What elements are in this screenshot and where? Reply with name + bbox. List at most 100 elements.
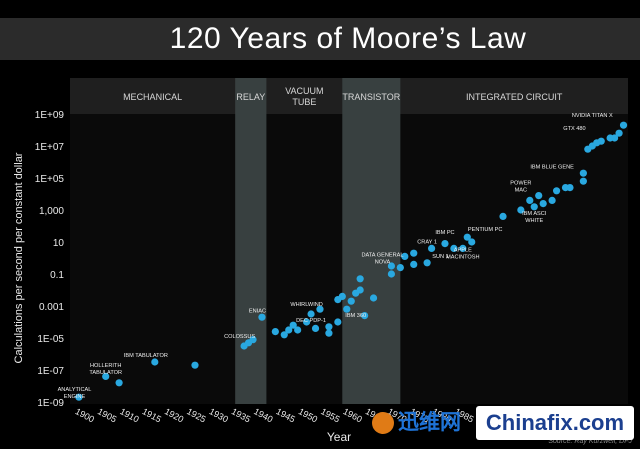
annotation-5: WHIRLWIND xyxy=(290,302,323,308)
annotation-13: PENTIUM PC xyxy=(468,227,503,233)
annotation-15: IBM ASCI WHITE xyxy=(522,211,547,224)
annotation-10: SUN 1 xyxy=(432,254,448,260)
title-bar xyxy=(0,18,640,60)
data-point-41 xyxy=(463,233,471,241)
data-point-32 xyxy=(396,264,404,272)
data-point-20 xyxy=(334,318,342,326)
era-label-2: VACUUM TUBE xyxy=(285,86,323,107)
data-point-37 xyxy=(427,244,436,252)
data-point-44 xyxy=(517,206,525,214)
data-point-36 xyxy=(423,259,431,267)
data-point-48 xyxy=(539,200,547,208)
page-title: 120 Years of Moore’s Law xyxy=(169,22,527,55)
x-tick-label-12: 1960 xyxy=(341,406,363,424)
y-tick-label-3: 0.001 xyxy=(39,302,64,313)
x-axis-label: Year xyxy=(327,430,351,444)
data-point-14 xyxy=(302,318,311,326)
x-tick-label-7: 1935 xyxy=(230,406,252,424)
y-tick-label-5: 10 xyxy=(53,238,65,249)
era-label-0: MECHANICAL xyxy=(123,92,182,102)
source-note: Source: Ray Kurzweil, DFJ xyxy=(548,438,632,445)
watermark-logo-icon xyxy=(372,412,394,434)
data-point-9 xyxy=(271,328,279,336)
y-tick-label-1: 1E-07 xyxy=(37,366,64,377)
era-column-1 xyxy=(235,78,267,404)
x-tick-label-0: 1900 xyxy=(74,406,96,424)
data-point-17 xyxy=(316,305,324,313)
annotation-14: POWER MAC xyxy=(510,180,531,193)
data-point-7 xyxy=(249,336,257,344)
era-label-4: INTEGRATED CIRCUIT xyxy=(466,92,563,102)
data-point-26 xyxy=(356,286,364,294)
data-point-38 xyxy=(441,240,449,248)
era-label-1: RELAY xyxy=(236,92,265,102)
data-point-50 xyxy=(552,187,561,195)
data-point-34 xyxy=(410,260,418,268)
annotation-11: IBM PC xyxy=(435,230,454,236)
data-point-0 xyxy=(75,393,83,401)
y-tick-label-4: 0.1 xyxy=(50,270,64,281)
annotation-2: IBM TABULATOR xyxy=(124,353,168,359)
data-point-39 xyxy=(450,244,458,252)
data-point-42 xyxy=(468,238,476,246)
x-tick-label-6: 1930 xyxy=(208,406,230,424)
data-point-33 xyxy=(401,252,409,260)
x-tick-label-3: 1915 xyxy=(141,406,163,424)
data-point-4 xyxy=(191,361,199,369)
y-tick-label-7: 1E+05 xyxy=(35,174,65,185)
annotation-7: IBM 360 xyxy=(345,313,366,319)
y-tick-label-2: 1E-05 xyxy=(37,334,64,345)
y-tick-label-9: 1E+09 xyxy=(35,110,65,121)
x-tick-label-9: 1945 xyxy=(274,406,296,424)
annotation-18: NVIDIA TITAN X xyxy=(572,113,613,119)
data-point-1 xyxy=(102,372,110,380)
data-point-40 xyxy=(459,244,467,252)
watermark-cn: 迅维网 xyxy=(398,411,461,434)
x-tick-label-1: 1905 xyxy=(96,406,118,424)
data-point-13 xyxy=(294,326,302,334)
x-tick-label-11: 1955 xyxy=(319,406,341,424)
annotation-6: DEC PDP-1 xyxy=(296,318,326,324)
data-point-60 xyxy=(611,134,619,142)
data-point-2 xyxy=(115,379,123,387)
annotation-17: GTX 480 xyxy=(563,126,585,132)
data-point-15 xyxy=(307,310,315,318)
annotation-9: CRAY 1 xyxy=(417,240,437,246)
data-point-43 xyxy=(499,212,507,220)
annotation-4: ENIAC xyxy=(249,308,266,314)
annotation-12: APPLE MACINTOSH xyxy=(446,248,479,261)
data-point-54 xyxy=(579,169,587,177)
data-point-8 xyxy=(258,313,266,321)
data-point-61 xyxy=(615,129,623,137)
data-point-52 xyxy=(566,184,574,192)
x-tick-label-5: 1925 xyxy=(185,406,207,424)
data-point-45 xyxy=(526,196,534,204)
x-tick-label-8: 1940 xyxy=(252,406,274,424)
data-point-30 xyxy=(387,270,396,278)
annotation-0: ANALYTICAL ENGINE xyxy=(58,387,92,400)
data-point-53 xyxy=(579,177,587,185)
data-point-19 xyxy=(325,323,333,331)
data-point-49 xyxy=(548,196,556,204)
data-point-18 xyxy=(325,329,333,337)
annotation-3: COLOSSUS xyxy=(224,334,255,340)
data-point-62 xyxy=(619,121,628,129)
data-point-12 xyxy=(289,321,297,329)
era-label-3: TRANSISTOR xyxy=(342,92,400,102)
data-point-29 xyxy=(369,294,378,302)
annotation-8: DATA GENERAL NOVA xyxy=(361,252,403,265)
y-tick-label-8: 1E+07 xyxy=(35,142,65,153)
data-point-31 xyxy=(387,262,396,270)
watermark-en: Chinafix.com xyxy=(476,406,634,440)
data-point-11 xyxy=(285,326,293,334)
data-point-58 xyxy=(597,137,605,145)
data-point-35 xyxy=(410,249,418,257)
data-point-47 xyxy=(535,192,543,200)
data-point-3 xyxy=(151,358,159,366)
data-point-27 xyxy=(356,275,364,283)
annotation-1: HOLLERITH TABULATOR xyxy=(89,363,122,376)
y-tick-label-6: 1,000 xyxy=(39,206,64,217)
x-tick-label-2: 1910 xyxy=(118,406,140,424)
data-point-24 xyxy=(347,297,355,305)
